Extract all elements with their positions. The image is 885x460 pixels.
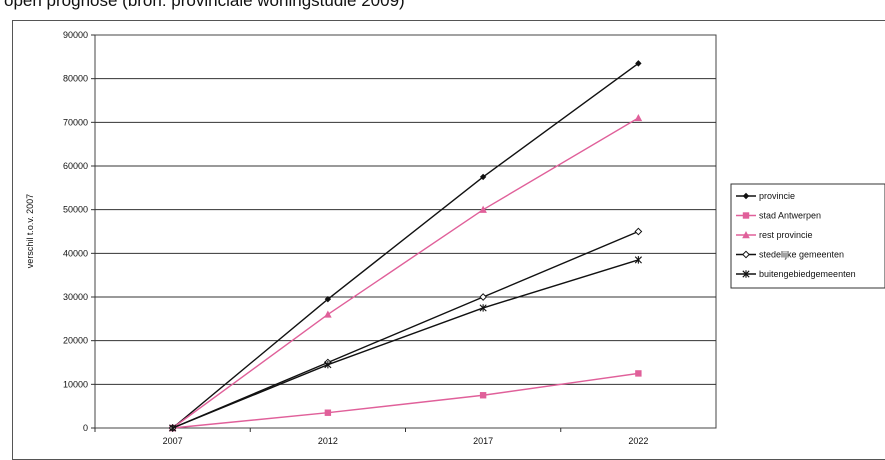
data-point: [169, 424, 177, 432]
data-point: [742, 270, 750, 278]
y-tick-label: 50000: [63, 205, 88, 215]
legend-label: buitengebiedgemeenten: [759, 269, 856, 279]
legend-item: rest provincie: [736, 230, 813, 240]
line-chart: 90000 80000 70000 60000 50000 40000 30000 20000…: [25, 30, 885, 446]
series-line: [172, 259, 639, 429]
y-tick-label: 0: [83, 423, 88, 433]
data-point: [634, 113, 643, 122]
y-tick-label: 70000: [63, 117, 88, 127]
data-point: [634, 227, 643, 236]
legend: provincie stad Antwerpen rest provincie ste…: [730, 183, 885, 289]
x-tick-label: 2022: [628, 436, 648, 446]
data-point: [635, 60, 642, 67]
x-tick-label: 2007: [163, 436, 183, 446]
data-point: [479, 205, 487, 213]
y-tick-label: 40000: [63, 248, 88, 258]
data-point: [635, 370, 642, 377]
data-point: [324, 409, 332, 416]
data-point: [479, 293, 488, 301]
data-point: [634, 256, 642, 264]
data-point: [324, 295, 332, 303]
x-tick-label: 2012: [318, 436, 338, 446]
data-point: [742, 212, 750, 219]
legend-box: [730, 183, 885, 289]
legend-item: provincie: [736, 191, 795, 201]
legend-label: stad Antwerpen: [759, 211, 821, 221]
legend-item: buitengebiedgemeenten: [736, 269, 856, 279]
x-tick-label: 2017: [473, 436, 493, 446]
data-point: [324, 310, 332, 318]
chart-caption: open prognose (bron: provinciale wonings…: [4, 0, 405, 10]
data-point: [479, 304, 487, 312]
y-tick-label: 60000: [63, 161, 88, 171]
y-tick-label: 80000: [63, 74, 88, 84]
plot-area: [94, 34, 717, 429]
legend-item: stad Antwerpen: [736, 211, 821, 221]
legend-label: provincie: [759, 191, 795, 201]
series-group: [168, 60, 643, 432]
chart-frame: 90000 80000 70000 60000 50000 40000 30000 20000…: [12, 20, 885, 460]
legend-item: stedelijke gemeenten: [736, 250, 844, 260]
legend-label: stedelijke gemeenten: [759, 250, 844, 260]
data-point: [742, 231, 750, 239]
series: [169, 256, 642, 432]
y-tick-label: 30000: [63, 292, 88, 302]
data-point: [479, 392, 487, 399]
x-tick-labels: 2007 2012 2017 2022: [94, 428, 648, 446]
series: [168, 227, 643, 432]
data-point: [742, 192, 750, 200]
series-line: [172, 372, 639, 429]
gridlines: [91, 34, 716, 429]
y-tick-labels: 90000 80000 70000 60000 50000 40000 30000 20000…: [63, 30, 88, 433]
data-point: [742, 250, 750, 259]
y-tick-label: 20000: [63, 336, 88, 346]
series-line: [172, 117, 639, 429]
y-tick-label: 10000: [63, 379, 88, 389]
data-point: [324, 360, 332, 369]
y-axis-label: verschil t.o.v. 2007: [25, 194, 35, 268]
y-tick-label: 90000: [63, 30, 88, 40]
series-line: [172, 62, 639, 429]
data-point: [479, 173, 487, 181]
legend-label: rest provincie: [759, 230, 813, 240]
series-line: [172, 230, 639, 429]
